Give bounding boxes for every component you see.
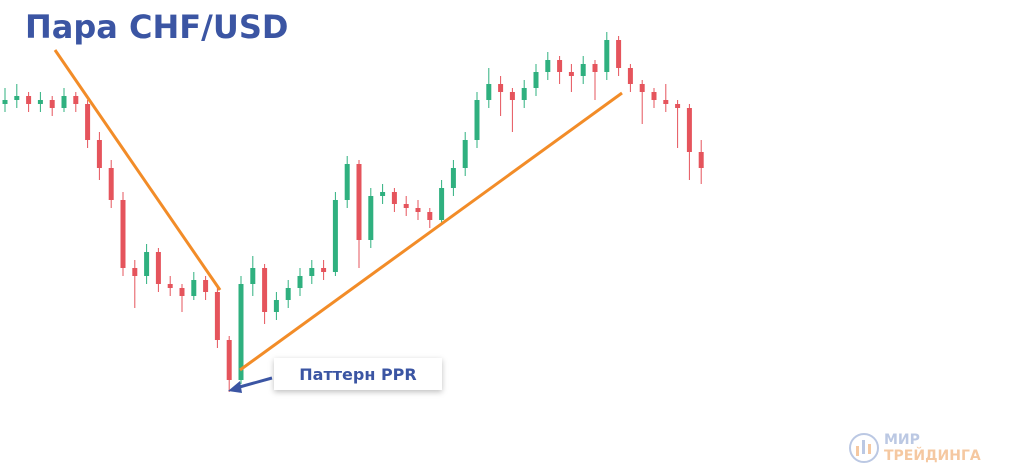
candle-body bbox=[592, 64, 598, 72]
candle-body bbox=[238, 284, 244, 380]
candle-body bbox=[533, 72, 539, 88]
candle-body bbox=[427, 212, 433, 220]
callout-arrow bbox=[235, 376, 273, 390]
candle-body bbox=[521, 88, 527, 100]
candle-body bbox=[545, 60, 551, 72]
logo-text: ТРЕЙДИНГА bbox=[884, 447, 981, 464]
candle-body bbox=[73, 96, 79, 104]
candle-body bbox=[450, 168, 456, 188]
candle-body bbox=[167, 284, 173, 288]
candle-body bbox=[462, 140, 468, 168]
candle-body bbox=[297, 276, 303, 288]
candle-body bbox=[250, 268, 256, 284]
candle-body bbox=[203, 280, 209, 292]
candle-body bbox=[226, 340, 232, 380]
callout-arrowhead bbox=[228, 381, 242, 393]
candle-body bbox=[651, 92, 657, 100]
candle-body bbox=[214, 292, 220, 340]
candle-body bbox=[639, 84, 645, 92]
candle-body bbox=[391, 192, 397, 204]
candle-body bbox=[627, 68, 633, 84]
candle-body bbox=[557, 60, 563, 72]
candle-body bbox=[155, 252, 161, 284]
candle-body bbox=[509, 92, 515, 100]
candle-body bbox=[415, 208, 421, 212]
candle-body bbox=[498, 84, 504, 92]
candle-body bbox=[439, 188, 445, 220]
candle-body bbox=[356, 164, 362, 240]
trend-line bbox=[53, 49, 222, 291]
logo-text: МИР bbox=[884, 432, 920, 448]
candle-body bbox=[273, 300, 279, 312]
candle-body bbox=[132, 268, 138, 276]
logo: МИР ТРЕЙДИНГА bbox=[849, 432, 981, 464]
candle-body bbox=[2, 100, 8, 104]
candle-body bbox=[403, 204, 409, 208]
candle-body bbox=[49, 100, 55, 108]
candle-body bbox=[486, 84, 492, 100]
candle-body bbox=[108, 168, 114, 200]
candle-body bbox=[344, 164, 350, 200]
candle-body bbox=[14, 96, 20, 100]
candle-body bbox=[96, 140, 102, 168]
candle-body bbox=[698, 152, 704, 168]
candle-body bbox=[120, 200, 126, 268]
candle-body bbox=[37, 100, 43, 104]
candle-body bbox=[616, 40, 622, 68]
candle-body bbox=[568, 72, 574, 76]
candle-body bbox=[85, 104, 91, 140]
candle-body bbox=[191, 280, 197, 296]
logo-icon bbox=[849, 433, 879, 463]
candle-body bbox=[474, 100, 480, 140]
candle-body bbox=[604, 40, 610, 72]
candle-body bbox=[580, 64, 586, 76]
logo-icon bbox=[856, 446, 859, 456]
candle-body bbox=[309, 268, 315, 276]
candle-body bbox=[663, 100, 669, 104]
candle-body bbox=[321, 268, 327, 272]
candle-body bbox=[26, 96, 32, 104]
candle-body bbox=[285, 288, 291, 300]
candle-body bbox=[675, 104, 681, 108]
candle-body bbox=[179, 288, 185, 296]
candle-body bbox=[332, 200, 338, 272]
candle-body bbox=[144, 252, 150, 276]
logo-icon bbox=[862, 440, 865, 454]
candle-body bbox=[262, 268, 268, 312]
candle-body bbox=[380, 192, 386, 196]
callout-box bbox=[274, 358, 442, 390]
candle-body bbox=[686, 108, 692, 152]
trend-line bbox=[239, 91, 623, 372]
candle-body bbox=[368, 196, 374, 240]
chart-title: Пара CHF/USD bbox=[25, 8, 288, 46]
candles bbox=[2, 32, 704, 392]
callout-text: Паттерн PPR bbox=[299, 365, 416, 384]
candle-body bbox=[61, 96, 67, 108]
logo-icon bbox=[868, 444, 871, 454]
